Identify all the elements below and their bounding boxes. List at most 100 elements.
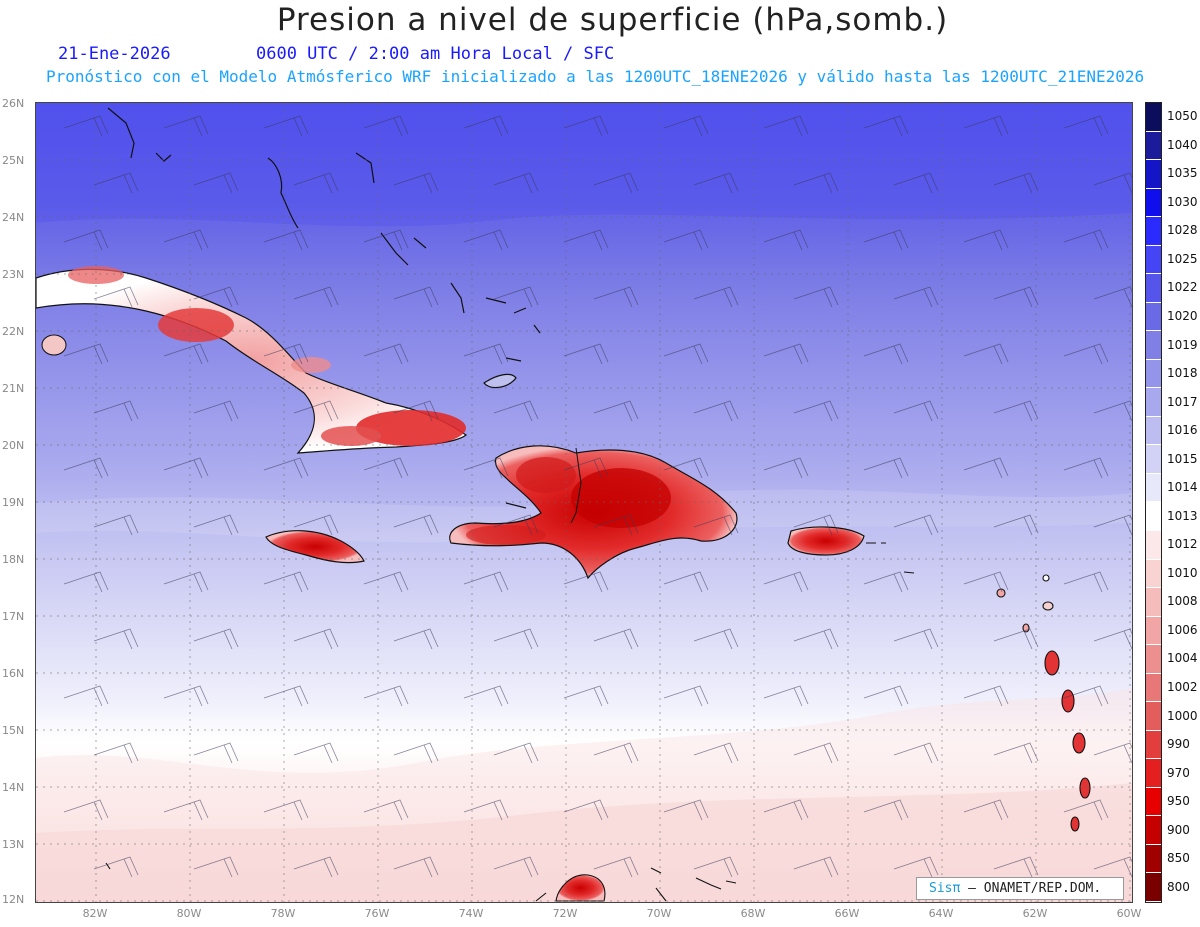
lesser-antilles [866, 542, 1091, 832]
wind-barb-icon [163, 229, 209, 251]
wind-barb-icon [763, 457, 809, 479]
wind-barb-icon [793, 628, 839, 650]
forecast-subtitle: Pronóstico con el Modelo Atmósferico WRF… [46, 67, 1145, 86]
colorbar-swatch [1146, 359, 1161, 389]
wind-barb-icon [63, 571, 109, 593]
wind-barb-icon [293, 172, 339, 194]
lat-label: 12N [2, 893, 25, 906]
wind-barb-icon [363, 115, 409, 137]
colorbar-swatch [1146, 759, 1161, 788]
lat-label: 13N [2, 838, 25, 851]
wind-barb-icon [993, 172, 1039, 194]
colorbar-swatch [1146, 730, 1161, 760]
wind-barb-icon [863, 457, 909, 479]
lon-label: 74W [458, 907, 484, 920]
wind-barb-icon [693, 742, 739, 764]
wind-barb-icon [63, 229, 109, 251]
wind-barb-icon [1093, 856, 1132, 878]
wind-barb-icon [493, 856, 539, 878]
sispi-logo: Sisπ [929, 881, 961, 896]
wind-barb-icon [93, 856, 139, 878]
lon-label: 72W [552, 907, 578, 920]
jamaica-landmass [265, 530, 365, 564]
wind-barb-icon [193, 172, 239, 194]
wind-barb-icon [693, 514, 739, 536]
wind-barb-icon [1063, 571, 1109, 593]
wind-barb-icon [463, 115, 509, 137]
wind-barb-icon [593, 628, 639, 650]
wind-barb-icon [963, 115, 1009, 137]
wind-barb-icon [93, 514, 139, 536]
colorbar-label: 1015 [1167, 451, 1198, 466]
colorbar-label: 990 [1167, 737, 1190, 752]
colorbar-label: 1030 [1167, 194, 1198, 209]
wind-barb-icon [993, 856, 1039, 878]
wind-barb-icon [293, 286, 339, 308]
lat-label: 21N [2, 382, 25, 395]
wind-barb-icon [1093, 400, 1132, 422]
lon-label: 82W [82, 907, 108, 920]
wind-barb-icon [963, 343, 1009, 365]
wind-barb-icon [393, 856, 439, 878]
wind-barb-icon [963, 799, 1009, 821]
lon-label: 62W [1022, 907, 1048, 920]
wind-barb-icon [493, 514, 539, 536]
wind-barb-icon [793, 742, 839, 764]
wind-barb-icon [193, 514, 239, 536]
wind-barb-icon [493, 286, 539, 308]
colorbar-swatch [1146, 331, 1161, 360]
wind-barbs [63, 115, 1132, 878]
wind-barb-icon [493, 742, 539, 764]
colorbar-swatch [1146, 844, 1161, 874]
lon-label: 70W [646, 907, 672, 920]
wind-barb-icon [463, 343, 509, 365]
colorbar-label: 1013 [1167, 508, 1198, 523]
wind-barb-icon [793, 514, 839, 536]
colorbar-label: 1035 [1167, 166, 1198, 181]
colorbar-swatch [1146, 816, 1161, 845]
wind-barb-icon [863, 343, 909, 365]
wind-barb-icon [993, 286, 1039, 308]
wind-barb-icon [763, 343, 809, 365]
colorbar-label: 850 [1167, 851, 1190, 866]
colorbar-label: 1002 [1167, 679, 1198, 694]
wind-barb-icon [193, 742, 239, 764]
wind-barb-icon [793, 172, 839, 194]
wind-barb-icon [163, 343, 209, 365]
lat-label: 23N [2, 268, 25, 281]
graticule [36, 103, 1132, 902]
wind-barb-icon [463, 229, 509, 251]
pressure-map [35, 102, 1133, 903]
wind-barb-icon [763, 799, 809, 821]
wind-barb-icon [363, 457, 409, 479]
colorbar-swatch [1146, 274, 1161, 303]
wind-barb-icon [563, 229, 609, 251]
wind-barb-icon [263, 343, 309, 365]
colorbar-label: 1028 [1167, 223, 1198, 238]
wind-barb-icon [293, 628, 339, 650]
wind-barb-icon [893, 286, 939, 308]
wind-barb-icon [93, 286, 139, 308]
colorbar-label: 950 [1167, 794, 1190, 809]
wind-barb-icon [293, 514, 339, 536]
wind-barb-icon [193, 628, 239, 650]
colorbar-label: 970 [1167, 765, 1190, 780]
wind-barb-icon [893, 856, 939, 878]
wind-barb-icon [563, 343, 609, 365]
colorbar-swatch [1146, 188, 1161, 218]
wind-barb-icon [393, 172, 439, 194]
wind-barb-icon [93, 172, 139, 194]
hispaniola-landmass [449, 445, 738, 580]
colorbar-label: 1006 [1167, 622, 1198, 637]
lon-label: 76W [364, 907, 390, 920]
wind-barb-icon [663, 343, 709, 365]
colorbar-label: 1017 [1167, 394, 1198, 409]
valid-time: 0600 UTC / 2:00 am Hora Local / SFC [256, 44, 615, 64]
wind-barb-icon [163, 685, 209, 707]
colorbar-swatch [1146, 873, 1161, 902]
cuba-landmass [36, 266, 468, 454]
colorbar-label: 1022 [1167, 280, 1198, 295]
colorbar-label: 1020 [1167, 309, 1198, 324]
wind-barb-icon [63, 343, 109, 365]
wind-barb-icon [593, 172, 639, 194]
